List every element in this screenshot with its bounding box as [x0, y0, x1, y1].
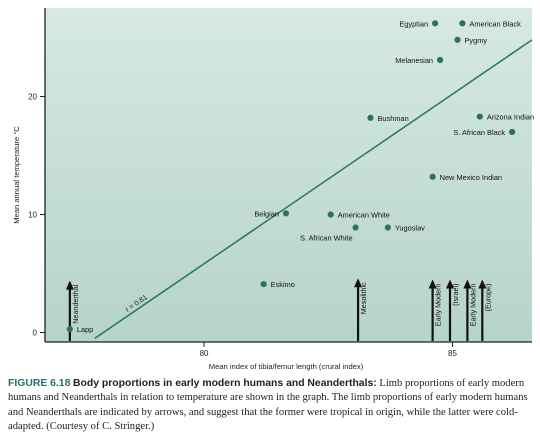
data-point: American Black [459, 19, 521, 28]
point-label: S. African White [300, 234, 353, 243]
arrow-head [354, 278, 363, 288]
y-axis-label: Mean annual temperature °C [12, 126, 21, 224]
x-tick-label: 80 [200, 349, 209, 358]
arrow-markers: Neanderthal Mesolithic Early Modern (Israel… [65, 278, 492, 341]
point-label: Pygmy [464, 36, 487, 45]
point-marker [352, 224, 359, 231]
arrow-marker: (Europe) [478, 279, 492, 341]
data-point: Egyptian [399, 19, 439, 28]
regression-line [94, 39, 533, 340]
data-point: Pygmy [454, 36, 487, 45]
caption-label: FIGURE 6.18 [8, 378, 71, 389]
arrow-head [446, 279, 455, 289]
arrow-head [463, 279, 472, 289]
arrow-label: (Israel) [451, 283, 460, 305]
data-points: Egyptian American Black Pygmy Melanesian Bus… [66, 19, 534, 334]
point-marker [436, 56, 444, 64]
arrow-marker: (Israel) [446, 279, 460, 341]
point-label: Bushman [377, 114, 408, 123]
arrow-head [428, 279, 437, 289]
data-point: Melanesian [395, 56, 444, 65]
point-marker [384, 224, 391, 231]
arrow-marker: Early Modern [428, 279, 443, 341]
point-label: S. African Black [453, 128, 505, 137]
data-point: New Mexico Indian [429, 173, 502, 182]
point-marker [431, 20, 439, 27]
figure-caption: FIGURE 6.18 Body proportions in early mo… [8, 377, 532, 435]
point-marker [327, 211, 334, 218]
point-marker [459, 20, 466, 27]
data-point: Lapp [66, 325, 93, 334]
y-tick-label: 20 [28, 93, 37, 102]
point-marker [367, 114, 374, 121]
point-label: Egyptian [399, 19, 428, 28]
point-marker [509, 128, 516, 136]
arrow-label: Neanderthal [71, 284, 80, 324]
point-marker [66, 325, 73, 333]
point-marker [282, 210, 290, 217]
data-point: American White [327, 211, 390, 220]
point-marker [429, 173, 436, 180]
point-label: Arizona Indian [487, 113, 534, 122]
point-label: American Black [469, 19, 521, 28]
point-marker [454, 36, 461, 43]
point-marker [260, 281, 267, 288]
arrow-marker: Mesolithic [354, 278, 368, 341]
data-point: Belgian [254, 209, 290, 218]
point-label: Belgian [254, 209, 279, 218]
caption-text: Limb proportions of early modern humans … [8, 378, 528, 433]
point-label: Yugoslav [395, 224, 425, 233]
arrow-head [478, 279, 487, 289]
data-point: Bushman [367, 114, 409, 123]
point-marker [476, 113, 483, 120]
point-label: Lapp [77, 325, 93, 334]
data-point: S. African Black [453, 128, 516, 137]
arrow-label: Mesolithic [359, 282, 368, 314]
x-tick-label: 85 [448, 349, 457, 358]
arrow-label: Early Modern [434, 283, 443, 326]
point-label: American White [338, 211, 390, 220]
arrow-marker: Early Modern [463, 279, 477, 341]
point-label: New Mexico Indian [440, 173, 502, 182]
figure-chart: 0 10 20 80 85 r = 0.81 Neanderthal Mesolithic… [12, 8, 534, 371]
data-point: Eskimo [260, 280, 295, 289]
arrow-label: Early Modern [468, 283, 477, 326]
y-tick-label: 0 [33, 329, 38, 338]
caption-title: Body proportions in early modern humans … [73, 378, 377, 389]
point-label: Eskimo [271, 280, 295, 289]
x-axis-label: Mean index of tibia/femur length (crural… [209, 362, 364, 371]
axes: 0 10 20 80 85 [28, 8, 532, 358]
data-point: S. African White [300, 224, 359, 243]
y-tick-label: 10 [28, 211, 37, 220]
point-label: Melanesian [395, 56, 433, 65]
data-point: Yugoslav [384, 224, 425, 233]
arrow-label: (Europe) [483, 283, 492, 311]
data-point: Arizona Indian [476, 113, 534, 122]
arrow-head [65, 280, 74, 290]
